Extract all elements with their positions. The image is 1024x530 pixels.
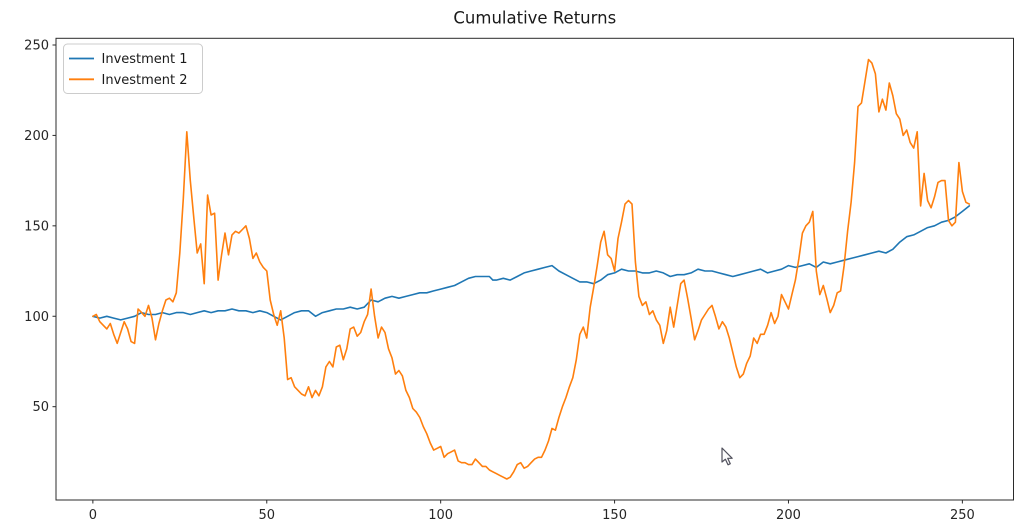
y-tick-label: 100 <box>24 310 49 325</box>
series-lines <box>92 58 971 480</box>
legend: Investment 1 Investment 2 <box>63 43 203 94</box>
y-tick-label: 150 <box>24 219 49 234</box>
x-tick-label: 200 <box>776 508 801 523</box>
series-line-1 <box>92 205 971 321</box>
legend-label-investment-1: Investment 1 <box>102 52 188 67</box>
series-line-2 <box>92 58 971 480</box>
y-tick-label: 200 <box>24 129 49 144</box>
chart-title: Cumulative Returns <box>453 9 616 28</box>
x-tick-label: 150 <box>602 508 627 523</box>
y-tick-label: 50 <box>32 400 49 415</box>
axis-ticks <box>52 44 963 504</box>
x-tick-label: 250 <box>950 508 975 523</box>
legend-label-investment-2: Investment 2 <box>102 73 188 88</box>
plot-border <box>55 37 1014 501</box>
legend-box <box>63 43 203 94</box>
axis-tick-labels: 0 50 100 150 200 250 50 100 150 200 250 <box>24 38 975 523</box>
x-tick-label: 50 <box>258 508 275 523</box>
x-tick-label: 100 <box>428 508 453 523</box>
y-tick-label: 250 <box>24 38 49 53</box>
mouse-cursor <box>721 447 733 466</box>
x-tick-label: 0 <box>89 508 97 523</box>
cursor-arrow-icon <box>721 447 733 466</box>
